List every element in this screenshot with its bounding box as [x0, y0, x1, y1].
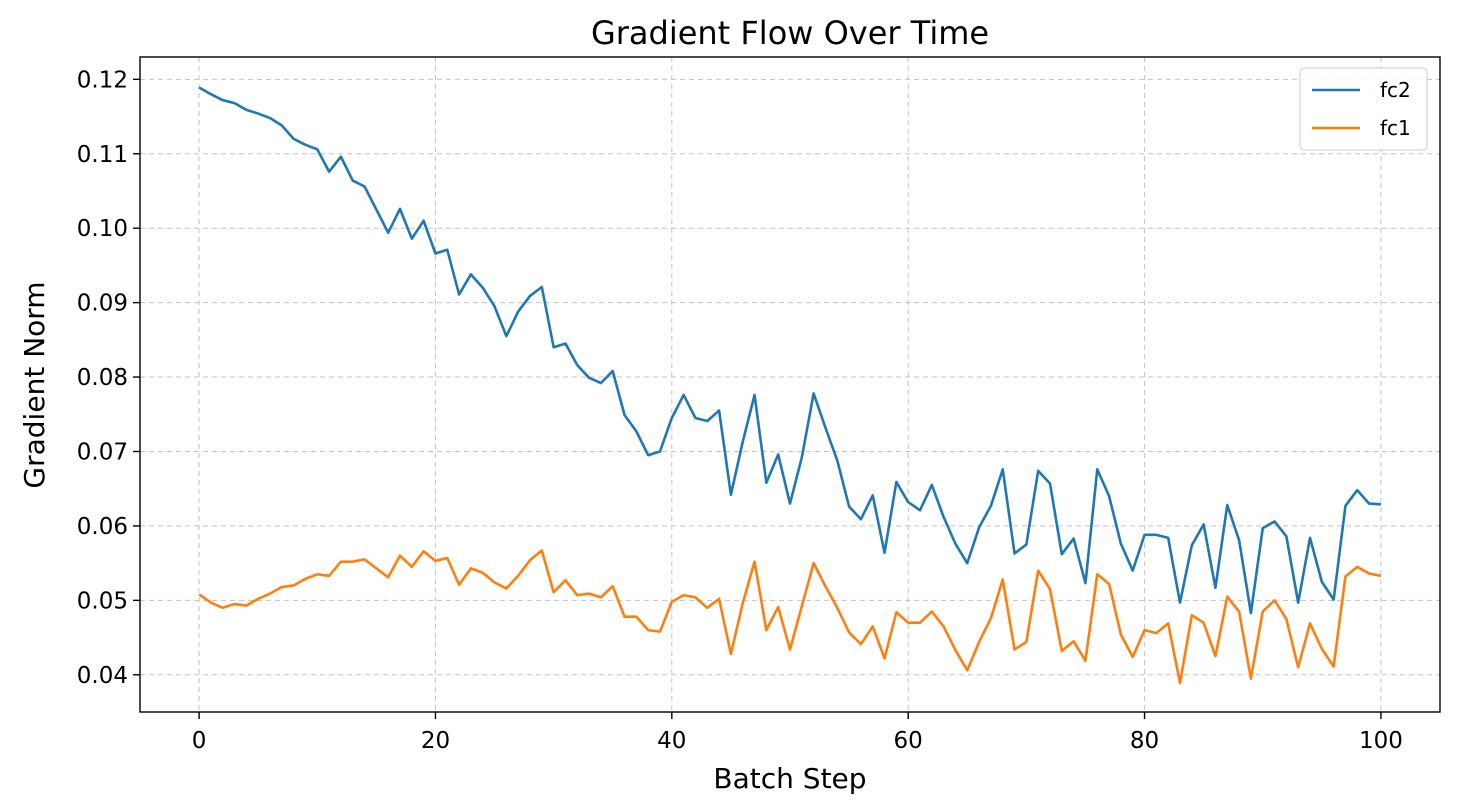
x-axis: 0 20 40 60 80 100 — [192, 712, 1403, 754]
x-tick-label: 40 — [657, 728, 686, 754]
x-tick-label: 100 — [1359, 728, 1403, 754]
chart-title: Gradient Flow Over Time — [591, 14, 989, 52]
series-lines — [198, 86, 1382, 685]
x-tick-label: 0 — [192, 728, 207, 754]
series-line-fc1 — [198, 549, 1382, 685]
y-tick-label: 0.05 — [77, 588, 128, 614]
grid — [140, 57, 1440, 712]
x-tick-label: 20 — [421, 728, 450, 754]
y-tick-label: 0.06 — [77, 514, 128, 540]
x-tick-label: 80 — [1130, 728, 1159, 754]
x-tick-label: 60 — [894, 728, 923, 754]
y-tick-label: 0.09 — [77, 291, 128, 317]
series-line-fc2 — [198, 86, 1381, 615]
legend: fc2 fc1 — [1299, 67, 1428, 151]
x-axis-label: Batch Step — [713, 762, 866, 795]
legend-label-fc1: fc1 — [1380, 116, 1411, 140]
y-tick-label: 0.10 — [77, 216, 128, 242]
y-tick-label: 0.08 — [77, 365, 128, 391]
y-axis-label: Gradient Norm — [18, 281, 51, 488]
y-tick-label: 0.07 — [77, 439, 128, 465]
legend-label-fc2: fc2 — [1380, 78, 1411, 102]
legend-box — [1299, 67, 1428, 151]
y-tick-label: 0.11 — [77, 142, 128, 168]
plot-area-frame — [139, 56, 1441, 713]
y-axis: 0.04 0.05 0.06 0.07 0.08 0.09 0.10 0.11 0.12 — [77, 67, 140, 689]
y-tick-label: 0.04 — [77, 663, 128, 689]
y-tick-label: 0.12 — [77, 67, 128, 93]
